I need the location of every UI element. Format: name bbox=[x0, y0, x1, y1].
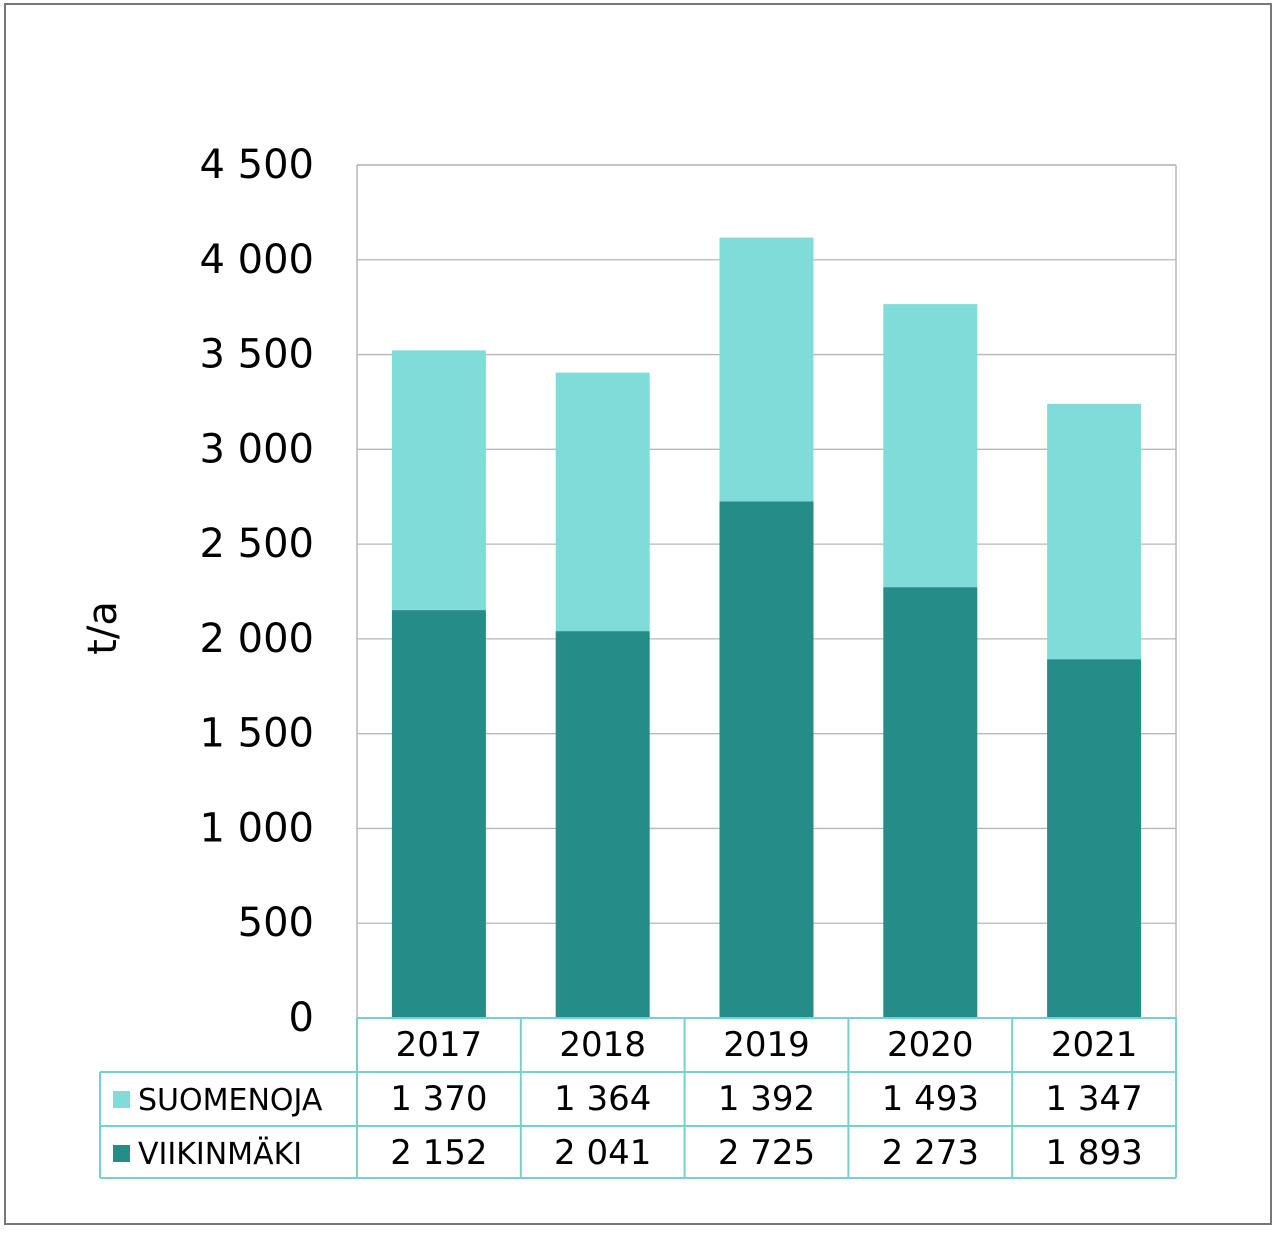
bar-suomenoja-2020 bbox=[883, 304, 978, 588]
y-tick-label: 4 000 bbox=[199, 237, 314, 283]
chart-frame bbox=[4, 3, 1272, 1225]
data-label: 1 364 bbox=[554, 1079, 651, 1119]
y-tick-label: 2 000 bbox=[199, 616, 314, 662]
data-label: 1 493 bbox=[882, 1079, 979, 1119]
plot-border bbox=[356, 164, 1177, 1018]
x-tick-label: 2018 bbox=[559, 1025, 646, 1065]
y-axis-label: t/a bbox=[80, 601, 126, 655]
legend-swatch bbox=[113, 1091, 130, 1108]
data-label: 1 893 bbox=[1045, 1133, 1142, 1173]
bar-suomenoja-2019 bbox=[719, 237, 814, 502]
bar-suomenoja-2021 bbox=[1047, 403, 1142, 660]
data-label: 2 725 bbox=[718, 1133, 815, 1173]
bar-suomenoja-2017 bbox=[391, 350, 486, 611]
y-tick-label: 0 bbox=[289, 995, 314, 1041]
bar-suomenoja-2018 bbox=[555, 372, 650, 632]
data-label: 1 392 bbox=[718, 1079, 815, 1119]
y-tick-label: 1 500 bbox=[199, 711, 314, 757]
y-tick-label: 1 000 bbox=[199, 805, 314, 851]
y-axis-ticks: 0 500 1 000 1 500 2 000 2 500 3 000 3 500 4 000 4… bbox=[199, 142, 314, 1041]
y-tick-label: 3 500 bbox=[199, 332, 314, 378]
bar-viikinm-ki-2018 bbox=[555, 631, 650, 1018]
x-tick-label: 2019 bbox=[723, 1025, 810, 1065]
data-label: 1 347 bbox=[1045, 1079, 1142, 1119]
x-tick-label: 2021 bbox=[1051, 1025, 1138, 1065]
y-tick-label: 500 bbox=[238, 900, 314, 946]
y-tick-label: 2 500 bbox=[199, 521, 314, 567]
bar-viikinm-ki-2020 bbox=[883, 587, 978, 1018]
data-label: 1 370 bbox=[390, 1079, 487, 1119]
legend-label: VIIKINMÄKI bbox=[138, 1136, 302, 1172]
legend-label: SUOMENOJA bbox=[138, 1083, 323, 1118]
bar-viikinm-ki-2021 bbox=[1047, 659, 1142, 1018]
bars bbox=[391, 237, 1142, 1018]
bar-viikinm-ki-2019 bbox=[719, 501, 814, 1018]
x-tick-label: 2017 bbox=[396, 1025, 483, 1065]
legend-swatch bbox=[113, 1145, 130, 1162]
y-tick-label: 4 500 bbox=[199, 142, 314, 188]
data-label: 2 152 bbox=[390, 1133, 487, 1173]
bar-viikinm-ki-2017 bbox=[391, 610, 486, 1018]
data-table: 2017 2018 2019 2020 2021 SUOMENOJA 1 370 1 364 1… bbox=[99, 1017, 1177, 1179]
y-tick-label: 3 000 bbox=[199, 426, 314, 472]
data-label: 2 273 bbox=[882, 1133, 979, 1173]
data-label: 2 041 bbox=[554, 1133, 651, 1173]
x-tick-label: 2020 bbox=[887, 1025, 974, 1065]
